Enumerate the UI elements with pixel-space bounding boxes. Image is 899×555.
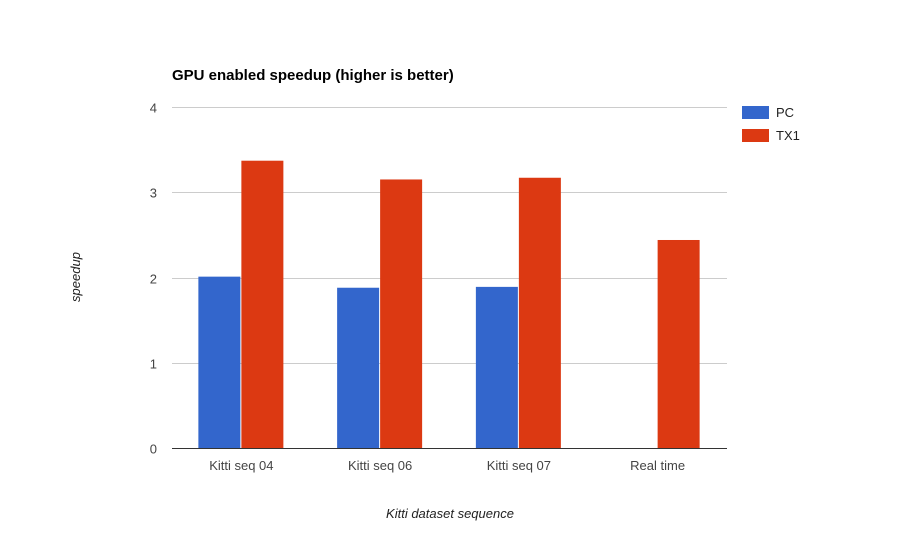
bar-tx1-0 (241, 160, 284, 448)
bar-tx1-1 (380, 179, 423, 448)
chart-title: GPU enabled speedup (higher is better) (172, 67, 454, 84)
y-tick-label: 1 (150, 357, 157, 372)
bar-tx1-2 (518, 177, 561, 448)
x-axis-ticks: Kitti seq 04 Kitti seq 06 Kitti seq 07 Real… (209, 458, 685, 473)
bars (198, 160, 700, 448)
x-tick-label: Real time (630, 458, 685, 473)
legend-label-pc: PC (776, 105, 794, 120)
y-tick-label: 0 (150, 442, 157, 457)
x-tick-label: Kitti seq 07 (487, 458, 551, 473)
legend-label-tx1: TX1 (776, 128, 800, 143)
x-axis-title: Kitti dataset sequence (386, 506, 514, 521)
legend-swatch-pc (742, 106, 769, 119)
bar-pc-2 (475, 286, 518, 448)
bar-pc-0 (198, 276, 241, 448)
bar-tx1-3 (657, 239, 700, 448)
y-tick-label: 4 (150, 101, 157, 116)
y-tick-label: 3 (150, 186, 157, 201)
bar-pc-1 (337, 287, 380, 448)
y-tick-label: 2 (150, 272, 157, 287)
y-axis-title: speedup (68, 252, 83, 302)
x-tick-label: Kitti seq 06 (348, 458, 412, 473)
legend: PC TX1 (742, 105, 800, 143)
y-axis-ticks: 0 1 2 3 4 (150, 101, 157, 457)
legend-swatch-tx1 (742, 129, 769, 142)
x-tick-label: Kitti seq 04 (209, 458, 273, 473)
